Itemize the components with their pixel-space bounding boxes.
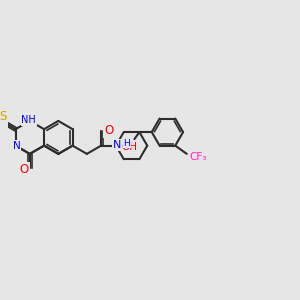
Text: O: O (19, 163, 28, 176)
Text: OH: OH (122, 142, 137, 152)
Text: NH: NH (21, 115, 36, 125)
Text: O: O (104, 124, 113, 137)
Text: N: N (113, 140, 121, 150)
Text: CF₃: CF₃ (190, 152, 207, 162)
Text: N: N (13, 141, 20, 151)
Text: H: H (123, 139, 130, 148)
Text: S: S (0, 110, 7, 123)
